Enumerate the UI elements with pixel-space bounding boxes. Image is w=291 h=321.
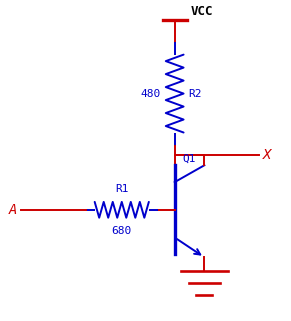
- Text: 480: 480: [141, 89, 161, 99]
- Text: Q1: Q1: [182, 153, 196, 163]
- Text: 680: 680: [112, 226, 132, 236]
- Text: R1: R1: [115, 184, 129, 194]
- Text: X: X: [263, 148, 271, 162]
- Text: A: A: [9, 203, 17, 217]
- Text: VCC: VCC: [191, 5, 213, 18]
- Text: R2: R2: [189, 89, 202, 99]
